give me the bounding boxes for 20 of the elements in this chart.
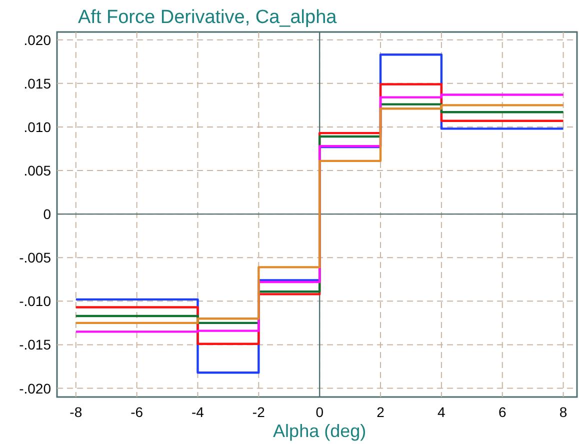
y-tick-label: -.020 <box>19 380 52 396</box>
x-tick-label: -8 <box>70 404 82 420</box>
y-tick-label: -.015 <box>19 336 52 353</box>
x-tick-label: 2 <box>376 404 385 420</box>
x-tick-label: 6 <box>498 404 506 420</box>
x-tick-label: -4 <box>192 404 204 420</box>
y-tick-label: .015 <box>24 75 52 92</box>
y-tick-label: .020 <box>24 32 52 48</box>
x-axis-title: Alpha (deg) <box>273 421 366 441</box>
chart-title: Aft Force Derivative, Ca_alpha <box>78 7 338 28</box>
x-tick-label: -2 <box>252 404 266 420</box>
x-tick-label: -6 <box>130 404 144 420</box>
y-tick-label: -.005 <box>19 250 52 266</box>
x-tick-label: 4 <box>438 404 446 420</box>
y-tick-label: 0 <box>43 206 52 222</box>
x-tick-label: 8 <box>559 404 568 420</box>
x-tick-label: 0 <box>316 404 324 420</box>
y-tick-label: .005 <box>24 162 52 179</box>
y-tick-label: .010 <box>24 118 52 135</box>
y-tick-label: -.010 <box>19 293 52 310</box>
